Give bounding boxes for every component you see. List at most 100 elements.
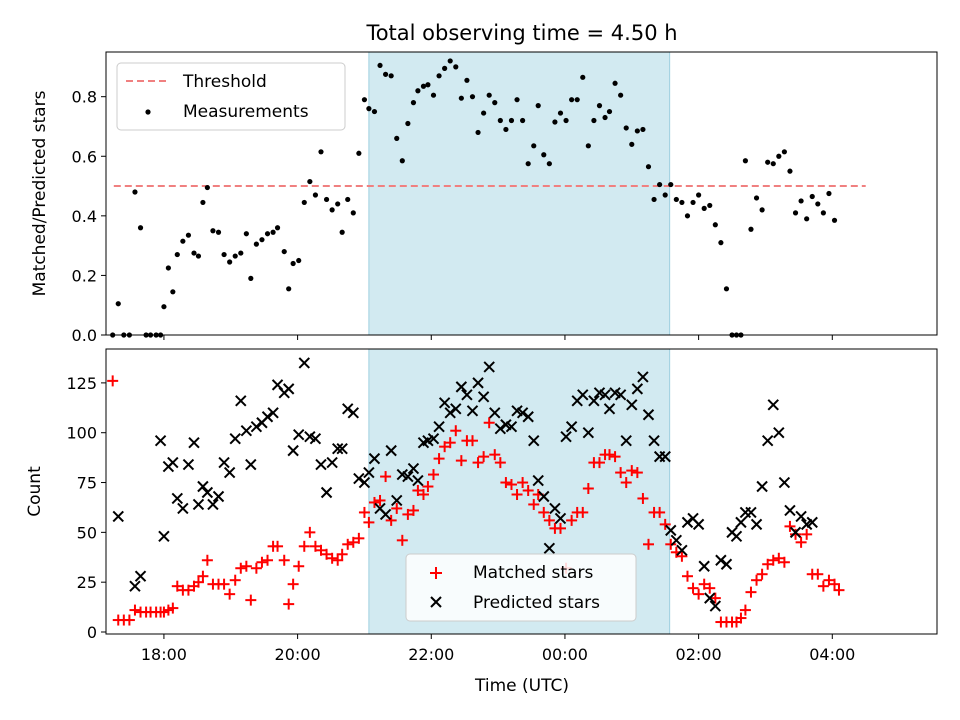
matched-star-point (444, 437, 456, 449)
matched-star-point (709, 592, 721, 604)
chart-title: Total observing time = 4.50 h (365, 21, 677, 45)
matched-star-point (751, 574, 763, 586)
measurement-point (232, 253, 238, 259)
measurement-point (356, 150, 362, 156)
matched-star-point (412, 485, 424, 497)
measurement-point (557, 110, 564, 116)
predicted-star-point (670, 534, 683, 547)
predicted-star-point (554, 512, 567, 525)
measurement-point (170, 289, 176, 295)
predicted-star-point (659, 450, 671, 463)
matched-star-point (511, 488, 523, 500)
measurement-point (366, 106, 372, 112)
predicted-star-point (282, 383, 295, 395)
predicted-star-point (201, 486, 214, 499)
predicted-star-point (466, 405, 479, 417)
matched-star-point (659, 518, 671, 530)
matched-star-point (107, 375, 119, 387)
predicted-star-point (267, 407, 279, 419)
observing-window-shade (368, 51, 671, 336)
measurement-point (382, 71, 389, 77)
y-tick-label: 0 (87, 623, 97, 642)
predicted-star-point (789, 526, 802, 539)
predicted-star-point (240, 425, 253, 437)
predicted-star-point (588, 395, 600, 407)
matched-star-point (626, 465, 638, 477)
matched-star-point (762, 558, 774, 570)
matched-star-point (756, 568, 768, 580)
measurement-point (377, 62, 383, 69)
ratio-legend: Threshold Measurements (116, 62, 346, 131)
legend-predicted-label: Predicted stars (473, 593, 600, 613)
predicted-star-point (154, 434, 167, 447)
predicted-star-point (472, 377, 484, 389)
predicted-star-point (342, 403, 354, 415)
measurement-point (335, 201, 341, 207)
matched-star-point (665, 538, 677, 550)
y-tick-label: 125 (66, 374, 97, 393)
y-tick-label: 0.8 (72, 88, 97, 107)
measurement-point (815, 201, 821, 207)
y-tick-label: 25 (77, 573, 97, 592)
predicted-star-point (358, 476, 371, 489)
predicted-star-point (444, 407, 456, 419)
measurement-point (137, 225, 144, 231)
matched-star-point (283, 598, 295, 610)
predicted-star-point (720, 558, 733, 570)
measurement-point (651, 196, 657, 203)
predicted-star-point (626, 399, 638, 411)
measurement-point (831, 217, 838, 223)
measurement-point (497, 117, 503, 124)
predicted-star-point (735, 516, 747, 529)
measurement-point (563, 117, 569, 124)
matched-star-point (609, 451, 621, 463)
measurement-point (525, 161, 531, 167)
matched-star-point (615, 467, 627, 479)
y-tick-label: 0.0 (72, 326, 97, 345)
measurement-point (259, 237, 265, 243)
predicted-star-point (648, 434, 660, 447)
measurement-point (742, 158, 749, 164)
matched-star-point (250, 562, 262, 574)
matched-star-point (528, 498, 540, 510)
measurement-point (253, 241, 259, 247)
measurement-point (618, 92, 624, 98)
predicted-star-point (112, 510, 124, 523)
predicted-star-point (565, 421, 578, 433)
predicted-star-point (603, 403, 616, 415)
predicted-star-point (245, 458, 257, 471)
matched-star-point (450, 425, 462, 437)
measurement-point (623, 125, 629, 131)
measurement-point (307, 178, 313, 185)
matched-star-point (374, 494, 386, 506)
measurement-point (174, 251, 180, 258)
legend-matched-swatch (430, 567, 442, 579)
matched-star-point (494, 457, 506, 469)
matched-star-point (363, 516, 375, 528)
measurement-point (662, 192, 668, 198)
matched-star-point (182, 584, 194, 596)
measurement-point (132, 189, 138, 195)
ratio-panel: 0.0 0.2 0.4 0.6 0.8 Matched/Predicted stars (30, 51, 938, 345)
matched-star-point (256, 556, 268, 568)
ratio-legend-box (116, 62, 346, 131)
measurement-point (804, 216, 810, 222)
matched-star-point (315, 544, 327, 556)
measurement-point (492, 100, 498, 106)
legend-threshold-label: Threshold (182, 72, 267, 92)
predicted-star-point (532, 474, 544, 487)
matched-star-point (483, 417, 495, 429)
predicted-star-point (620, 434, 632, 447)
matched-star-point (417, 488, 429, 500)
predicted-star-point (182, 458, 195, 471)
predicted-star-point (489, 407, 501, 419)
predicted-star-point (549, 502, 561, 515)
matched-star-point (566, 514, 578, 526)
measurement-point (248, 275, 254, 281)
measurement-point (204, 184, 210, 191)
predicted-star-point (427, 432, 440, 445)
measurement-point (765, 159, 771, 165)
measurement-point (640, 126, 646, 133)
measurement-point (350, 210, 356, 216)
measurement-point (281, 248, 287, 255)
